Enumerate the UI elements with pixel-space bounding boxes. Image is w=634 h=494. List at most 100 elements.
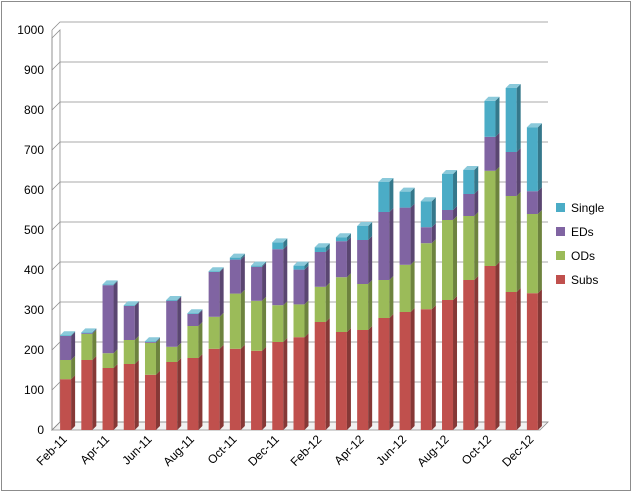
bar-single-segment (251, 265, 263, 267)
bar-ods-side (240, 289, 245, 349)
bar-eds-side (304, 265, 309, 305)
legend-label-ods: ODs (571, 249, 595, 263)
bar-subs-segment (314, 322, 326, 430)
bar-subs-segment (123, 364, 135, 430)
x-tick-label: Oct-12 (459, 432, 495, 468)
bar-subs-side (346, 328, 351, 430)
bar-subs-segment (229, 348, 241, 430)
bar-subs-segment (442, 300, 454, 430)
bar-single-side (516, 84, 521, 152)
bar-eds-segment (60, 336, 72, 360)
bar-top-face (505, 84, 521, 88)
legend-swatch-subs (556, 275, 565, 284)
bar-top-face (102, 280, 118, 285)
bar-single-side (537, 123, 542, 192)
bar-ods-side (389, 276, 394, 318)
bar-ods-segment (357, 284, 369, 330)
bar-single-side (198, 309, 203, 314)
bar-subs-side (516, 288, 521, 430)
bar-subs-side (368, 326, 373, 430)
bar-ods-side (262, 296, 267, 351)
x-tick-label: Apr-11 (77, 432, 112, 467)
bar-ods-segment (399, 264, 411, 312)
bar-eds-side (113, 281, 118, 354)
bar-subs-side (219, 344, 224, 430)
bar-top-face (463, 166, 479, 170)
bar-eds-side (155, 338, 160, 343)
bar-single-side (368, 222, 373, 240)
bar-eds-side (134, 302, 139, 340)
legend-label-single: Single (571, 201, 605, 215)
bar-subs-side (410, 308, 415, 430)
bar-eds-side (325, 248, 330, 287)
bar-eds-segment (208, 272, 220, 317)
bar-subs-segment (187, 358, 199, 430)
bar-ods-side (113, 349, 118, 368)
bar-single-segment (272, 242, 284, 250)
bar-subs-segment (60, 379, 72, 430)
bar-eds-segment (526, 191, 538, 214)
bar-top-face (314, 243, 330, 248)
bar-subs-side (134, 360, 139, 430)
bar-eds-side (516, 148, 521, 196)
bar-ods-segment (81, 334, 93, 360)
y-tick-label: 0 (37, 423, 44, 437)
legend-label-subs: Subs (571, 273, 598, 287)
bar-ods-segment (293, 304, 305, 338)
y-tick-label: 600 (24, 183, 44, 197)
bar-single-segment (102, 284, 114, 286)
bar-single-side (453, 170, 458, 210)
bar-ods-segment (60, 360, 72, 380)
bar-ods-segment (420, 243, 432, 310)
bar-subs-segment (293, 337, 305, 430)
bar-top-face (251, 261, 267, 266)
bar-eds-side (198, 310, 203, 326)
bar-subs-side (389, 314, 394, 430)
x-tick-label: Dec-12 (499, 432, 536, 469)
bar-single-segment (505, 88, 517, 152)
bar-eds-segment (420, 227, 432, 244)
bar-subs-side (198, 354, 203, 430)
bar-single-side (134, 301, 139, 306)
bar-single-segment (357, 226, 369, 240)
bar-top-face (144, 337, 160, 342)
bar-eds-side (240, 255, 245, 294)
y-tick-label: 1000 (17, 23, 44, 37)
bar-single-segment (314, 247, 326, 252)
bar-ods-segment (187, 326, 199, 358)
bar-single-segment (123, 305, 135, 306)
bar-ods-segment (144, 342, 156, 375)
legend-swatch-single (556, 203, 565, 212)
bar-eds-side (368, 236, 373, 284)
bar-ods-segment (166, 346, 178, 362)
bar-single-segment (293, 265, 305, 270)
bar-ods-side (516, 192, 521, 292)
bar-single-side (389, 178, 394, 212)
bar-subs-segment (505, 292, 517, 430)
bar-single-side (304, 261, 309, 270)
bar-eds-segment (144, 342, 156, 343)
bar-subs-side (155, 370, 160, 430)
y-tick-label: 500 (24, 223, 44, 237)
bar-single-side (410, 187, 415, 208)
bar-ods-segment (102, 353, 114, 368)
bar-single-segment (526, 127, 538, 192)
gridline (51, 61, 548, 71)
legend-swatch-eds (556, 227, 565, 236)
bar-subs-segment (335, 332, 347, 430)
x-tick-label: Aug-11 (160, 432, 197, 469)
bar-top-face (166, 296, 182, 300)
bar-single-segment (166, 300, 178, 301)
bar-single-side (325, 243, 330, 252)
bar-subs-segment (272, 342, 284, 430)
bar-eds-side (177, 296, 182, 347)
bar-subs-side (325, 318, 330, 430)
x-tick-label: Dec-11 (245, 432, 282, 469)
bar-top-face (208, 267, 224, 272)
bar-ods-side (453, 216, 458, 300)
bar-eds-side (92, 329, 97, 334)
bar-eds-segment (357, 240, 369, 284)
bar-single-side (177, 296, 182, 301)
bar-subs-side (283, 338, 288, 430)
